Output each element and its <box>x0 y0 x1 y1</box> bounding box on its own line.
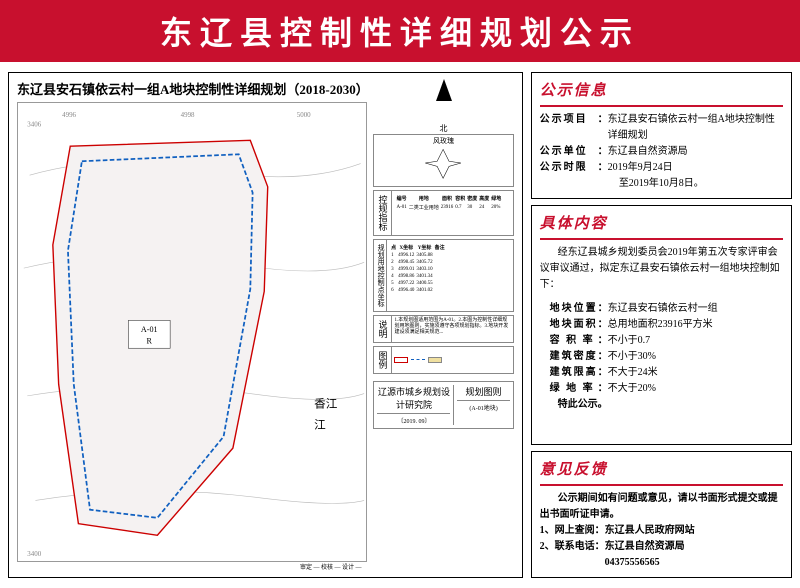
spec-row: 绿 地 率：不大于20% <box>540 381 783 397</box>
right-panel: 公示信息 公示项目：东辽县安石镇依云村一组A地块控制性详细规划 公示单位：东辽县… <box>531 72 792 578</box>
signature-line: 审定 — 校核 — 设计 — <box>17 562 367 571</box>
windrose-block: 风玫瑰 <box>373 134 513 187</box>
svg-text:3400: 3400 <box>27 550 41 558</box>
time-range-end: 至2019年10月8日。 <box>540 176 783 192</box>
spec-row: 地块面积：总用地面积23916平方米 <box>540 317 783 333</box>
content-spec-list: 地块位置：东辽县安石镇依云村一组地块面积：总用地面积23916平方米容 积 率：… <box>540 301 783 397</box>
legend-block: 图例 <box>373 346 513 374</box>
indicator-table: 编号用地面积容积密度高度绿地 A-01二类工业用地239160.7302420% <box>394 193 503 215</box>
spec-row: 地块位置：东辽县安石镇依云村一组 <box>540 301 783 317</box>
svg-text:3406: 3406 <box>27 120 41 128</box>
compass: 北 <box>373 79 513 134</box>
section-feedback-title: 意见反馈 <box>540 458 783 486</box>
legend-column: 北 风玫瑰 控规指标 编号用地面积容积密度高度绿地 A-01二类工业用地2391… <box>373 79 513 571</box>
control-indicators: 控规指标 编号用地面积容积密度高度绿地 A-01二类工业用地239160.730… <box>373 190 513 236</box>
section-info-title: 公示信息 <box>540 79 783 107</box>
block-use: R <box>147 337 153 346</box>
section-info: 公示信息 公示项目：东辽县安石镇依云村一组A地块控制性详细规划 公示单位：东辽县… <box>531 72 792 199</box>
coord-table: 点X坐标Y坐标备注 14996.123405.88 24998.453405.7… <box>389 242 447 295</box>
svg-text:4996: 4996 <box>62 111 76 119</box>
section-content: 具体内容 经东辽县城乡规划委员会2019年第五次专家评审会议审议通过，拟定东辽县… <box>531 205 792 445</box>
feedback-line2: 2、联系电话：东辽县自然资源局 <box>540 539 783 555</box>
svg-text:4998: 4998 <box>181 111 195 119</box>
coordinates-block: 规划用地控制点坐标 点X坐标Y坐标备注 14996.123405.88 2499… <box>373 239 513 312</box>
section-feedback: 意见反馈 公示期间如有问题或意见，请以书面形式提交或提出书面听证申请。 1、网上… <box>531 451 792 578</box>
notes-block: 说明 1.本规划图适用范围为A-01。2.本图为控制性详细规划用地图则，实施须遵… <box>373 315 513 343</box>
spec-row: 容 积 率：不小于0.7 <box>540 333 783 349</box>
title-block: 辽源市城乡规划设计研究院 〔2019. 09〕 规划图则 (A-01地块) <box>373 381 513 429</box>
map-title: 东辽县安石镇依云村一组A地块控制性详细规划（2018-2030） <box>17 79 367 98</box>
header-banner: 东辽县控制性详细规划公示 <box>0 0 800 62</box>
main-layout: 东辽县安石镇依云村一组A地块控制性详细规划（2018-2030） A-01 R <box>0 62 800 588</box>
svg-text:5000: 5000 <box>297 111 311 119</box>
river-label: 香江 <box>314 397 338 410</box>
sheet-label: 规划图则 <box>457 385 509 401</box>
content-ending: 特此公示。 <box>540 397 783 413</box>
site-plan-svg: A-01 R 3406 3400 4996 4998 5000 香江 江 <box>18 103 366 561</box>
content-intro: 经东辽县城乡规划委员会2019年第五次专家评审会议审议通过，拟定东辽县安石镇依云… <box>540 245 783 293</box>
svg-text:江: 江 <box>314 418 326 431</box>
planning-drawing-panel: 东辽县安石镇依云村一组A地块控制性详细规划（2018-2030） A-01 R <box>8 72 523 578</box>
institute-name: 辽源市城乡规划设计研究院 <box>377 385 450 414</box>
map-area: 东辽县安石镇依云村一组A地块控制性详细规划（2018-2030） A-01 R <box>17 79 367 571</box>
section-content-title: 具体内容 <box>540 212 783 240</box>
feedback-line1: 1、网上查阅：东辽县人民政府网站 <box>540 523 783 539</box>
feedback-body: 公示期间如有问题或意见，请以书面形式提交或提出书面听证申请。 <box>540 491 783 523</box>
spec-row: 建筑限高：不大于24米 <box>540 365 783 381</box>
map-box: A-01 R 3406 3400 4996 4998 5000 香江 江 <box>17 102 367 562</box>
spec-row: 建筑密度：不小于30% <box>540 349 783 365</box>
block-code: A-01 <box>141 325 158 334</box>
